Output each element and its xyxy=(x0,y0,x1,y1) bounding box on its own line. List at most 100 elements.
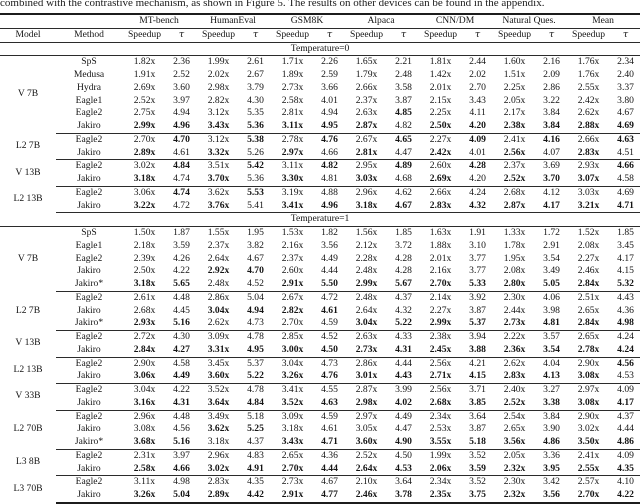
tau-value: 4.95 xyxy=(241,343,271,358)
tau-value: 4.49 xyxy=(395,410,412,422)
tau-value: 4.17 xyxy=(537,199,567,214)
tau-value: 4.52 xyxy=(321,331,338,342)
tau-value: 4.65 xyxy=(395,133,412,145)
tau-value: 4.63 xyxy=(315,396,345,411)
table-row: Eagle2 2.75x 4.94 3.12x 5.35 2.81x 4.94 2.63x 4.… xyxy=(0,107,640,120)
model-label: L2 13B xyxy=(13,193,43,205)
speedup-value: 2.83x xyxy=(207,476,230,488)
column-header-tau: τ xyxy=(241,28,271,43)
tau-value: 1.72 xyxy=(543,227,560,238)
method-label: Jakiro* xyxy=(56,436,122,450)
speedup-value: 2.25x xyxy=(429,107,452,119)
table-row: Jakiro 2.99x 4.96 3.43x 5.36 3.11x 4.95 2.87x 4.… xyxy=(0,120,640,134)
tau-value: 5.18 xyxy=(247,410,264,422)
table-row: V 13B Eagle2 2.72x 4.30 3.09x 4.78 2.85x 4.52 2.… xyxy=(0,331,640,348)
tau-value: 5.25 xyxy=(247,423,264,435)
table-row: Model Method Speedup τ Speedup τ Speedup τ Speed… xyxy=(0,28,640,43)
speedup-value: 3.43x xyxy=(196,120,241,134)
speedup-value: 2.01x xyxy=(429,81,452,93)
tau-value: 3.38 xyxy=(537,396,567,411)
section-label: Temperature=1 xyxy=(0,212,640,227)
table-row: L3 8B Eagle2 2.31x 3.97 2.96x 4.83 2.65x 4.36 2.… xyxy=(0,449,640,467)
tau-value: 4.88 xyxy=(321,186,338,198)
model-label: V 33B xyxy=(15,390,41,402)
speedup-value: 2.28x xyxy=(355,252,378,264)
method-label: Eagle2 xyxy=(75,449,103,461)
tau-value: 2.09 xyxy=(543,69,560,80)
tau-value: 3.22 xyxy=(543,94,560,106)
speedup-value: 3.32x xyxy=(196,146,241,161)
speedup-value: 2.96x xyxy=(133,410,156,422)
tau-value: 4.37 xyxy=(617,410,634,422)
speedup-value: 3.06x xyxy=(133,186,156,198)
speedup-value: 2.27x xyxy=(577,252,600,264)
tau-value: 4.82 xyxy=(389,120,419,134)
speedup-value: 2.54x xyxy=(503,410,526,422)
tau-value: 4.01 xyxy=(463,146,493,161)
method-label: Eagle2 xyxy=(75,331,103,342)
speedup-value: 2.83x xyxy=(492,370,538,385)
speedup-value: 3.11x xyxy=(270,120,316,134)
tau-value: 4.76 xyxy=(315,370,345,385)
tau-value: 4.09 xyxy=(469,133,486,145)
speedup-value: 2.87x xyxy=(355,384,378,395)
tau-value: 4.43 xyxy=(617,291,634,303)
method-label: Jakiro xyxy=(56,343,122,358)
table-row: Jakiro 3.16x 4.31 3.64x 4.84 3.52x 4.63 2.98x 4.… xyxy=(0,396,640,411)
speedup-value: 2.70x xyxy=(270,317,316,332)
tau-value: 4.47 xyxy=(389,146,419,161)
speedup-value: 2.67x xyxy=(281,291,304,303)
caption-text: combined with the contrastive mechanism,… xyxy=(0,0,545,9)
tau-value: 2.21 xyxy=(395,56,412,68)
speedup-value: 3.02x xyxy=(577,423,600,435)
speedup-value: 1.42x xyxy=(429,69,452,80)
tau-value: 2.16 xyxy=(543,56,560,68)
tau-value: 2.70 xyxy=(469,81,486,93)
speedup-value: 3.41x xyxy=(281,384,304,395)
tau-value: 5.32 xyxy=(611,278,640,292)
speedup-value: 2.64x xyxy=(355,304,378,316)
tau-value: 5.26 xyxy=(241,146,271,161)
speedup-value: 2.72x xyxy=(133,331,156,342)
speedup-value: 3.11x xyxy=(133,476,156,488)
speedup-value: 2.37x xyxy=(503,160,526,172)
speedup-value: 2.50x xyxy=(418,120,464,134)
speedup-value: 2.27x xyxy=(429,304,452,316)
tau-value: 4.06 xyxy=(543,291,560,303)
tau-value: 4.49 xyxy=(321,252,338,264)
speedup-value: 2.14x xyxy=(429,291,452,303)
tau-value: 4.86 xyxy=(611,436,640,450)
tau-value: 4.61 xyxy=(167,146,196,161)
speedup-value: 3.01x xyxy=(344,370,390,385)
speedup-value: 2.73x xyxy=(344,343,390,358)
speedup-value: 3.03x xyxy=(577,186,600,198)
speedup-value: 2.52x xyxy=(492,173,538,187)
speedup-value: 2.84x xyxy=(122,343,167,358)
model-label: V 13B xyxy=(15,166,41,178)
speedup-value: 3.60x xyxy=(344,436,390,450)
tau-value: 5.36 xyxy=(241,173,271,187)
speedup-value: 2.32x xyxy=(492,462,538,477)
table-row: L2 13B Eagle2 3.06x 4.74 3.62x 5.53 3.19x 4.88 2… xyxy=(0,186,640,204)
speedup-value: 2.66x xyxy=(355,81,378,93)
method-label: Jakiro xyxy=(77,304,101,316)
speedup-value: 1.79x xyxy=(355,69,378,80)
benchmark-header: HumanEval xyxy=(196,12,271,29)
tau-value: 5.37 xyxy=(463,317,493,332)
speedup-value: 2.48x xyxy=(196,278,241,292)
speedup-value: 1.52x xyxy=(577,227,600,238)
tau-value: 4.98 xyxy=(611,317,640,332)
tau-value: 2.36 xyxy=(173,56,190,68)
speedup-value: 3.76x xyxy=(196,199,241,214)
tau-value: 4.83 xyxy=(247,449,264,461)
tau-value: 4.72 xyxy=(321,291,338,303)
method-label: Eagle2 xyxy=(75,476,103,488)
speedup-value: 2.37x xyxy=(207,239,230,251)
speedup-value: 1.56x xyxy=(355,227,378,238)
tau-value: 1.95 xyxy=(247,227,264,238)
speedup-value: 2.34x xyxy=(429,410,452,422)
tau-value: 4.28 xyxy=(395,265,412,277)
table-row: Jakiro 3.08x 4.56 3.62x 5.25 3.18x 4.61 3.05x 4.… xyxy=(0,423,640,436)
tau-value: 4.09 xyxy=(617,384,634,395)
speedup-value: 2.78x xyxy=(281,133,304,145)
